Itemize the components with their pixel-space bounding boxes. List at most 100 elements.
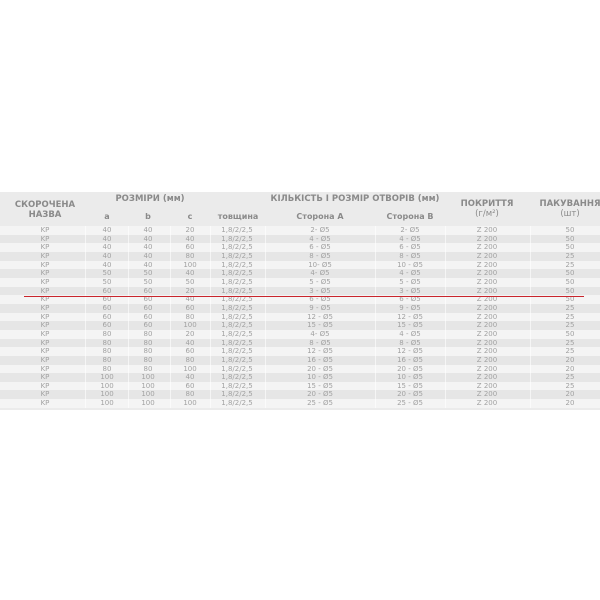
cell-a: 80 — [102, 355, 112, 364]
cell-side-a: 4- Ø5 — [310, 329, 330, 338]
column-separator — [445, 243, 446, 252]
cell-short-name: KP — [40, 277, 50, 286]
column-separator — [265, 277, 266, 287]
column-separator — [530, 303, 531, 313]
cell-packing: 50 — [565, 269, 575, 278]
cell-c: 60 — [185, 243, 195, 252]
column-separator — [375, 381, 376, 391]
cell-side-a: 4- Ø5 — [310, 269, 330, 278]
cell-coating: Z 200 — [476, 277, 498, 286]
header-thickness: товщина — [217, 212, 259, 221]
cell-b: 50 — [143, 269, 153, 278]
cell-b: 40 — [143, 226, 153, 234]
column-separator — [445, 295, 446, 304]
column-separator — [85, 329, 86, 339]
column-separator — [445, 260, 446, 270]
column-separator — [210, 277, 211, 287]
column-separator — [210, 390, 211, 400]
cell-short-name: KP — [40, 347, 50, 356]
column-separator — [375, 303, 376, 313]
cell-c: 80 — [185, 312, 195, 321]
column-separator — [128, 286, 129, 296]
cell-c: 40 — [185, 373, 195, 382]
cell-side-a: 9 - Ø5 — [309, 303, 331, 312]
column-separator — [85, 399, 86, 408]
column-separator — [530, 277, 531, 287]
cell-thickness: 1,8/2/2,5 — [221, 303, 253, 312]
cell-a: 40 — [102, 243, 112, 252]
column-separator — [170, 347, 171, 356]
cell-packing: 25 — [565, 251, 575, 260]
column-separator — [128, 226, 129, 235]
cell-a: 40 — [102, 260, 112, 269]
column-separator — [265, 355, 266, 365]
column-separator — [170, 277, 171, 287]
column-separator — [210, 399, 211, 408]
column-separator — [265, 234, 266, 244]
column-separator — [210, 347, 211, 356]
column-separator — [210, 303, 211, 313]
table-row: KP 80 80 80 1,8/2/2,5 16 - Ø5 16 - Ø5 Z 200 20 — [0, 355, 600, 365]
column-separator — [375, 321, 376, 330]
column-separator — [85, 243, 86, 252]
column-separator — [170, 355, 171, 365]
column-separator — [265, 312, 266, 322]
cell-thickness: 1,8/2/2,5 — [221, 295, 253, 304]
cell-packing: 50 — [565, 226, 575, 234]
column-separator — [210, 364, 211, 374]
cell-c: 100 — [183, 364, 197, 373]
cell-coating: Z 200 — [476, 347, 498, 356]
column-separator — [170, 286, 171, 296]
cell-packing: 20 — [565, 390, 575, 399]
cell-side-b: 8 - Ø5 — [399, 338, 421, 347]
column-separator — [530, 329, 531, 339]
cell-side-b: 4 - Ø5 — [399, 329, 421, 338]
cell-side-b: 12 - Ø5 — [397, 312, 423, 321]
cell-coating: Z 200 — [476, 269, 498, 278]
cell-coating: Z 200 — [476, 260, 498, 269]
column-separator — [128, 399, 129, 408]
cell-thickness: 1,8/2/2,5 — [221, 234, 253, 243]
column-separator — [210, 373, 211, 382]
column-separator — [445, 234, 446, 244]
column-separator — [170, 243, 171, 252]
column-separator — [265, 364, 266, 374]
column-separator — [445, 399, 446, 408]
column-separator — [170, 234, 171, 244]
cell-side-b: 8 - Ø5 — [399, 251, 421, 260]
cell-side-b: 5 - Ø5 — [399, 277, 421, 286]
column-separator — [128, 251, 129, 261]
column-separator — [530, 399, 531, 408]
cell-thickness: 1,8/2/2,5 — [221, 338, 253, 347]
cell-side-a: 25 - Ø5 — [307, 399, 333, 408]
column-separator — [445, 226, 446, 235]
cell-c: 20 — [185, 226, 195, 234]
cell-side-b: 25 - Ø5 — [397, 399, 423, 408]
cell-b: 60 — [143, 286, 153, 295]
cell-c: 40 — [185, 295, 195, 304]
column-separator — [85, 234, 86, 244]
cell-b: 80 — [143, 338, 153, 347]
header-sizes: РОЗМІРИ (мм) — [115, 194, 185, 204]
cell-b: 50 — [143, 277, 153, 286]
column-separator — [128, 260, 129, 270]
red-divider-line — [24, 296, 584, 297]
column-separator — [85, 338, 86, 348]
column-separator — [265, 260, 266, 270]
cell-b: 40 — [143, 243, 153, 252]
table-row: KP 80 80 60 1,8/2/2,5 12 - Ø5 12 - Ø5 Z 200 25 — [0, 347, 600, 356]
table-body: KP 40 40 20 1,8/2/2,5 2- Ø5 2- Ø5 Z 200 50 KP 40 40… — [0, 226, 600, 408]
column-separator — [375, 286, 376, 296]
header-c: c — [187, 212, 193, 221]
column-separator — [265, 226, 266, 235]
cell-short-name: KP — [40, 373, 50, 382]
cell-side-a: 6 - Ø5 — [309, 243, 331, 252]
cell-c: 40 — [185, 338, 195, 347]
header-coating: ПОКРИТТЯ (г/м²) — [461, 199, 514, 219]
table-row: KP 60 60 80 1,8/2/2,5 12 - Ø5 12 - Ø5 Z 200 25 — [0, 312, 600, 322]
cell-coating: Z 200 — [476, 329, 498, 338]
column-separator — [375, 243, 376, 252]
column-separator — [170, 269, 171, 278]
cell-side-b: 16 - Ø5 — [397, 355, 423, 364]
cell-a: 80 — [102, 329, 112, 338]
